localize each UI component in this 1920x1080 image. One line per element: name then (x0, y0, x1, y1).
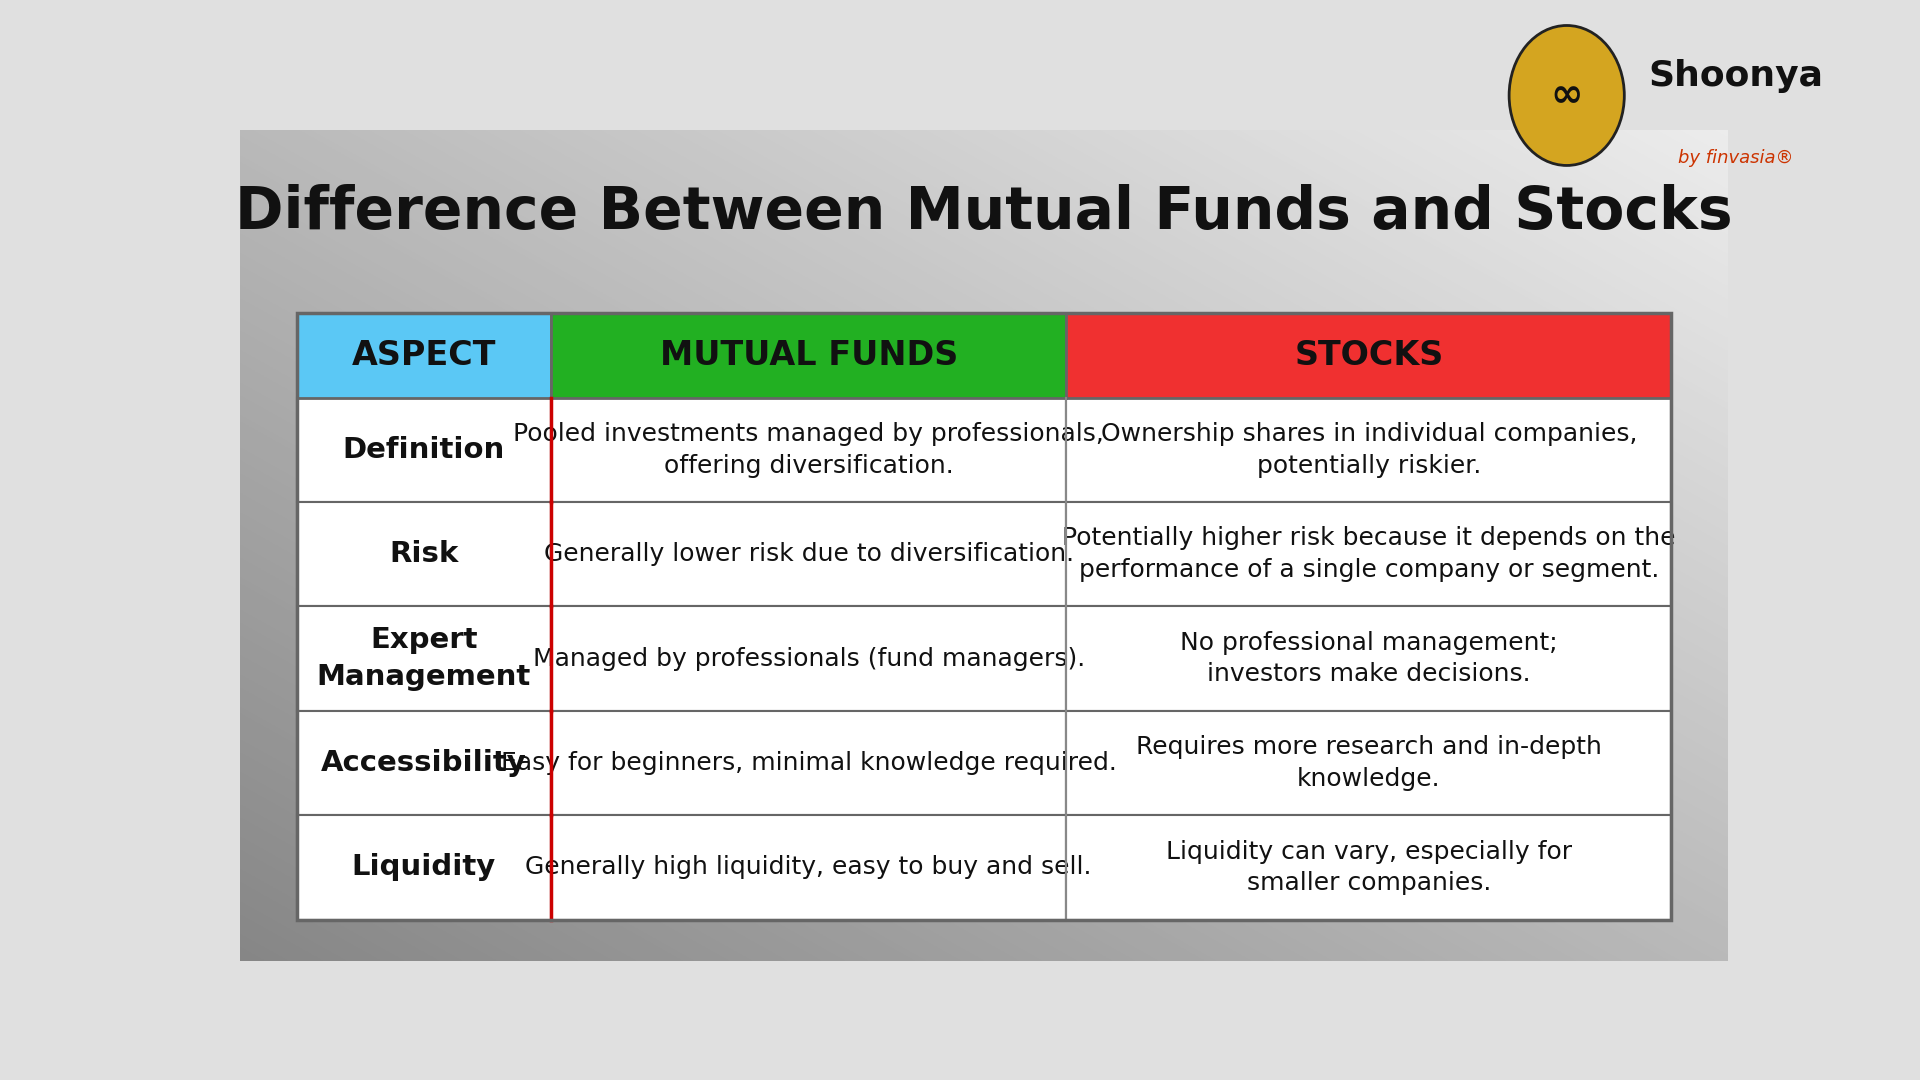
Text: Accessibility: Accessibility (321, 750, 526, 777)
FancyBboxPatch shape (296, 397, 551, 502)
Text: Potentially higher risk because it depends on the
performance of a single compan: Potentially higher risk because it depen… (1062, 526, 1676, 582)
FancyBboxPatch shape (551, 502, 1066, 606)
FancyBboxPatch shape (1066, 711, 1672, 815)
Text: by finvasia®: by finvasia® (1678, 149, 1793, 166)
Text: Liquidity can vary, especially for
smaller companies.: Liquidity can vary, especially for small… (1165, 839, 1572, 895)
FancyBboxPatch shape (1066, 502, 1672, 606)
Text: Difference Between Mutual Funds and Stocks: Difference Between Mutual Funds and Stoc… (234, 185, 1734, 241)
Text: No professional management;
investors make decisions.: No professional management; investors ma… (1181, 631, 1557, 687)
Text: Definition: Definition (342, 435, 505, 463)
FancyBboxPatch shape (296, 312, 551, 397)
Text: Generally high liquidity, easy to buy and sell.: Generally high liquidity, easy to buy an… (526, 855, 1092, 879)
Text: MUTUAL FUNDS: MUTUAL FUNDS (660, 338, 958, 372)
FancyBboxPatch shape (551, 815, 1066, 919)
Text: Managed by professionals (fund managers).: Managed by professionals (fund managers)… (532, 647, 1085, 671)
Text: Pooled investments managed by professionals,
offering diversification.: Pooled investments managed by profession… (513, 422, 1104, 477)
FancyBboxPatch shape (296, 711, 551, 815)
FancyBboxPatch shape (551, 397, 1066, 502)
FancyBboxPatch shape (296, 815, 551, 919)
FancyBboxPatch shape (296, 502, 551, 606)
Ellipse shape (1509, 26, 1624, 165)
Text: Risk: Risk (390, 540, 459, 568)
FancyBboxPatch shape (551, 711, 1066, 815)
FancyBboxPatch shape (1066, 815, 1672, 919)
FancyBboxPatch shape (1066, 606, 1672, 711)
FancyBboxPatch shape (551, 606, 1066, 711)
FancyBboxPatch shape (296, 606, 551, 711)
Text: Generally lower risk due to diversification.: Generally lower risk due to diversificat… (543, 542, 1073, 566)
Text: Requires more research and in-depth
knowledge.: Requires more research and in-depth know… (1137, 735, 1601, 791)
Text: Expert
Management: Expert Management (317, 626, 530, 691)
FancyBboxPatch shape (1066, 397, 1672, 502)
Text: Easy for beginners, minimal knowledge required.: Easy for beginners, minimal knowledge re… (501, 751, 1117, 775)
FancyBboxPatch shape (1066, 312, 1672, 397)
Text: Ownership shares in individual companies,
potentially riskier.: Ownership shares in individual companies… (1100, 422, 1638, 477)
Text: ASPECT: ASPECT (351, 338, 495, 372)
Text: Shoonya: Shoonya (1647, 59, 1824, 93)
Text: ∞: ∞ (1551, 77, 1582, 114)
Text: STOCKS: STOCKS (1294, 338, 1444, 372)
Text: Liquidity: Liquidity (351, 853, 495, 881)
FancyBboxPatch shape (551, 312, 1066, 397)
